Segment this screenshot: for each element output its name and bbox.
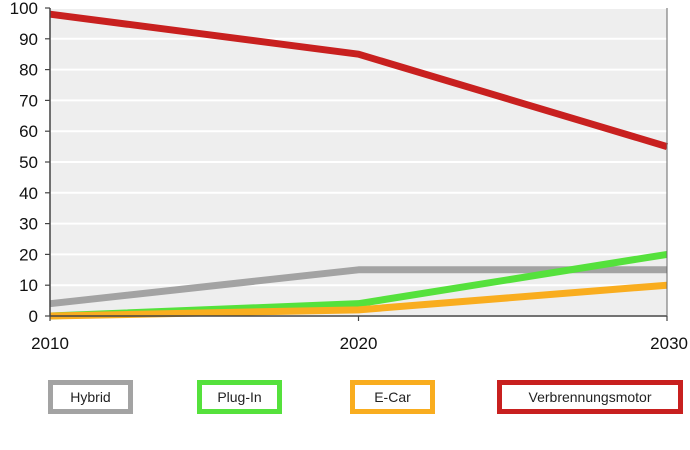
- series-line-e-car: [49, 281, 668, 320]
- legend-label-plug-in: Plug-In: [217, 389, 262, 405]
- grid: [50, 7, 667, 317]
- axes: [45, 7, 668, 321]
- y-tick-label: 80: [19, 61, 38, 80]
- x-tick-label: 2010: [31, 334, 69, 353]
- legend-item-verbrennungsmotor: Verbrennungsmotor: [497, 380, 683, 414]
- y-tick-label: 0: [29, 307, 38, 326]
- x-tick-label: 2020: [340, 334, 378, 353]
- y-tick-label: 50: [19, 153, 38, 172]
- series-line-verbrennungsmotor: [49, 10, 669, 150]
- legend-item-plug-in: Plug-In: [197, 380, 282, 414]
- y-tick-label: 10: [19, 276, 38, 295]
- y-tick-label: 20: [19, 245, 38, 264]
- x-tick-label: 2030: [650, 334, 688, 353]
- legend-label-verbrennungsmotor: Verbrennungsmotor: [528, 389, 652, 405]
- y-tick-label: 70: [19, 91, 38, 110]
- legend-label-hybrid: Hybrid: [70, 389, 111, 405]
- legend-item-hybrid: Hybrid: [48, 380, 133, 414]
- y-tick-label: 40: [19, 184, 38, 203]
- y-tick-label: 100: [10, 0, 38, 18]
- y-tick-label: 90: [19, 30, 38, 49]
- y-tick-label: 30: [19, 215, 38, 234]
- legend-label-e-car: E-Car: [374, 389, 411, 405]
- legend: Hybrid Plug-In E-Car Verbrennungsmotor: [0, 380, 690, 424]
- series-lines: [49, 10, 669, 320]
- legend-item-e-car: E-Car: [350, 380, 435, 414]
- y-tick-label: 60: [19, 122, 38, 141]
